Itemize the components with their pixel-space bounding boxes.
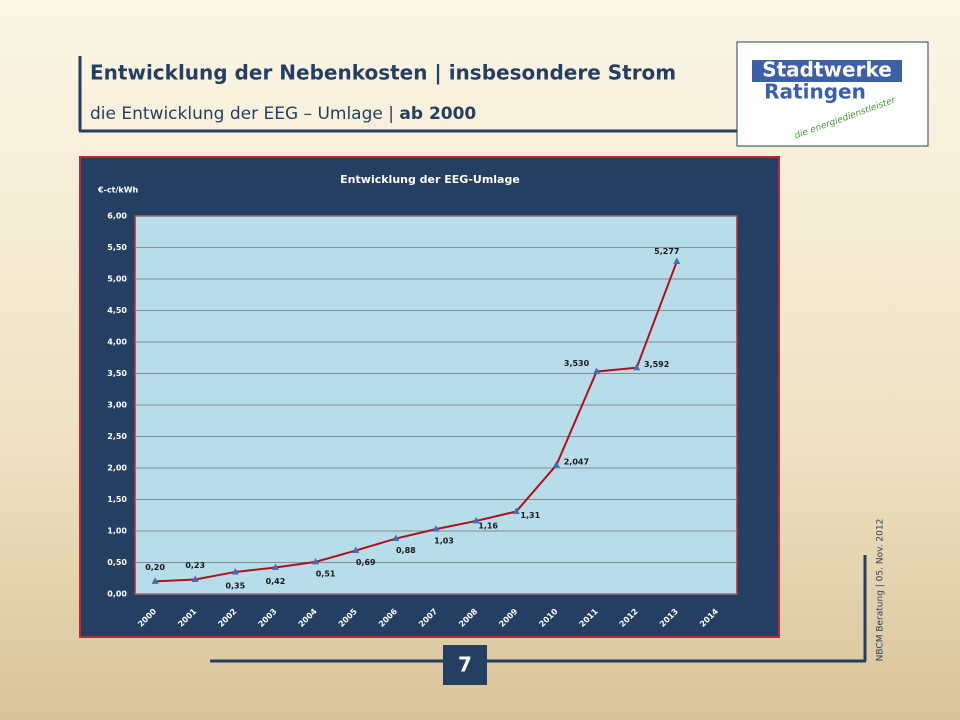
- data-marker: [633, 363, 641, 371]
- data-marker: [352, 546, 360, 554]
- data-label: 1,16: [478, 521, 498, 530]
- data-label: 3,530: [564, 359, 590, 368]
- slide-subtitle: die Entwicklung der EEG – Umlage | ab 20…: [90, 104, 476, 124]
- data-marker: [191, 575, 199, 583]
- page-number: 7: [458, 653, 472, 677]
- footer-credit: NBCM Beratung | 05. Nov. 2012: [876, 519, 886, 662]
- subtitle-text: die Entwicklung der EEG – Umlage |: [90, 104, 399, 124]
- data-label: 0,88: [396, 546, 416, 555]
- y-tick-label: 2,50: [107, 432, 127, 441]
- data-label: 1,03: [434, 537, 454, 546]
- y-tick-label: 6,00: [107, 212, 127, 221]
- data-label: 2,047: [564, 458, 589, 467]
- data-marker: [512, 507, 520, 514]
- logo-box: [736, 41, 929, 147]
- y-tick-label: 0,00: [107, 590, 127, 599]
- data-label: 1,31: [520, 511, 540, 520]
- data-marker: [312, 557, 320, 565]
- data-marker: [552, 461, 560, 468]
- data-marker: [151, 577, 159, 584]
- slide-title: Entwicklung der Nebenkosten | insbesonde…: [90, 61, 676, 85]
- y-axis-label: €-ct/kWh: [97, 186, 139, 195]
- data-marker: [593, 367, 601, 375]
- page-number-box: [443, 645, 487, 685]
- data-label: 0,51: [316, 569, 336, 578]
- logo-line1: Stadtwerke: [762, 58, 892, 82]
- y-tick-label: 1,00: [107, 527, 127, 536]
- data-label: 0,20: [145, 563, 165, 572]
- logo-line2: Ratingen: [764, 80, 866, 104]
- y-tick-label: 1,50: [107, 495, 127, 504]
- y-tick-label: 4,50: [107, 306, 127, 315]
- y-tick-label: 3,50: [107, 369, 127, 378]
- data-label: 5,277: [654, 247, 679, 256]
- y-tick-label: 5,50: [107, 243, 127, 252]
- y-tick-label: 0,50: [107, 558, 127, 567]
- y-tick-label: 5,00: [107, 275, 127, 284]
- data-label: 0,42: [266, 577, 286, 586]
- data-marker: [673, 257, 681, 265]
- data-marker: [231, 567, 239, 575]
- logo-band: [752, 60, 902, 82]
- data-label: 3,592: [644, 360, 669, 369]
- y-tick-label: 4,00: [107, 338, 127, 347]
- data-label: 0,69: [356, 558, 376, 567]
- y-tick-label: 2,00: [107, 464, 127, 473]
- data-line: [155, 261, 678, 583]
- chart-title: Entwicklung der EEG-Umlage: [340, 173, 520, 186]
- data-marker: [271, 563, 279, 571]
- subtitle-bold: ab 2000: [399, 104, 476, 124]
- data-marker: [472, 516, 480, 524]
- data-marker: [432, 525, 440, 532]
- data-marker: [392, 534, 400, 542]
- data-label: 0,35: [225, 581, 245, 590]
- y-tick-label: 3,00: [107, 401, 127, 410]
- data-label: 0,23: [185, 561, 205, 570]
